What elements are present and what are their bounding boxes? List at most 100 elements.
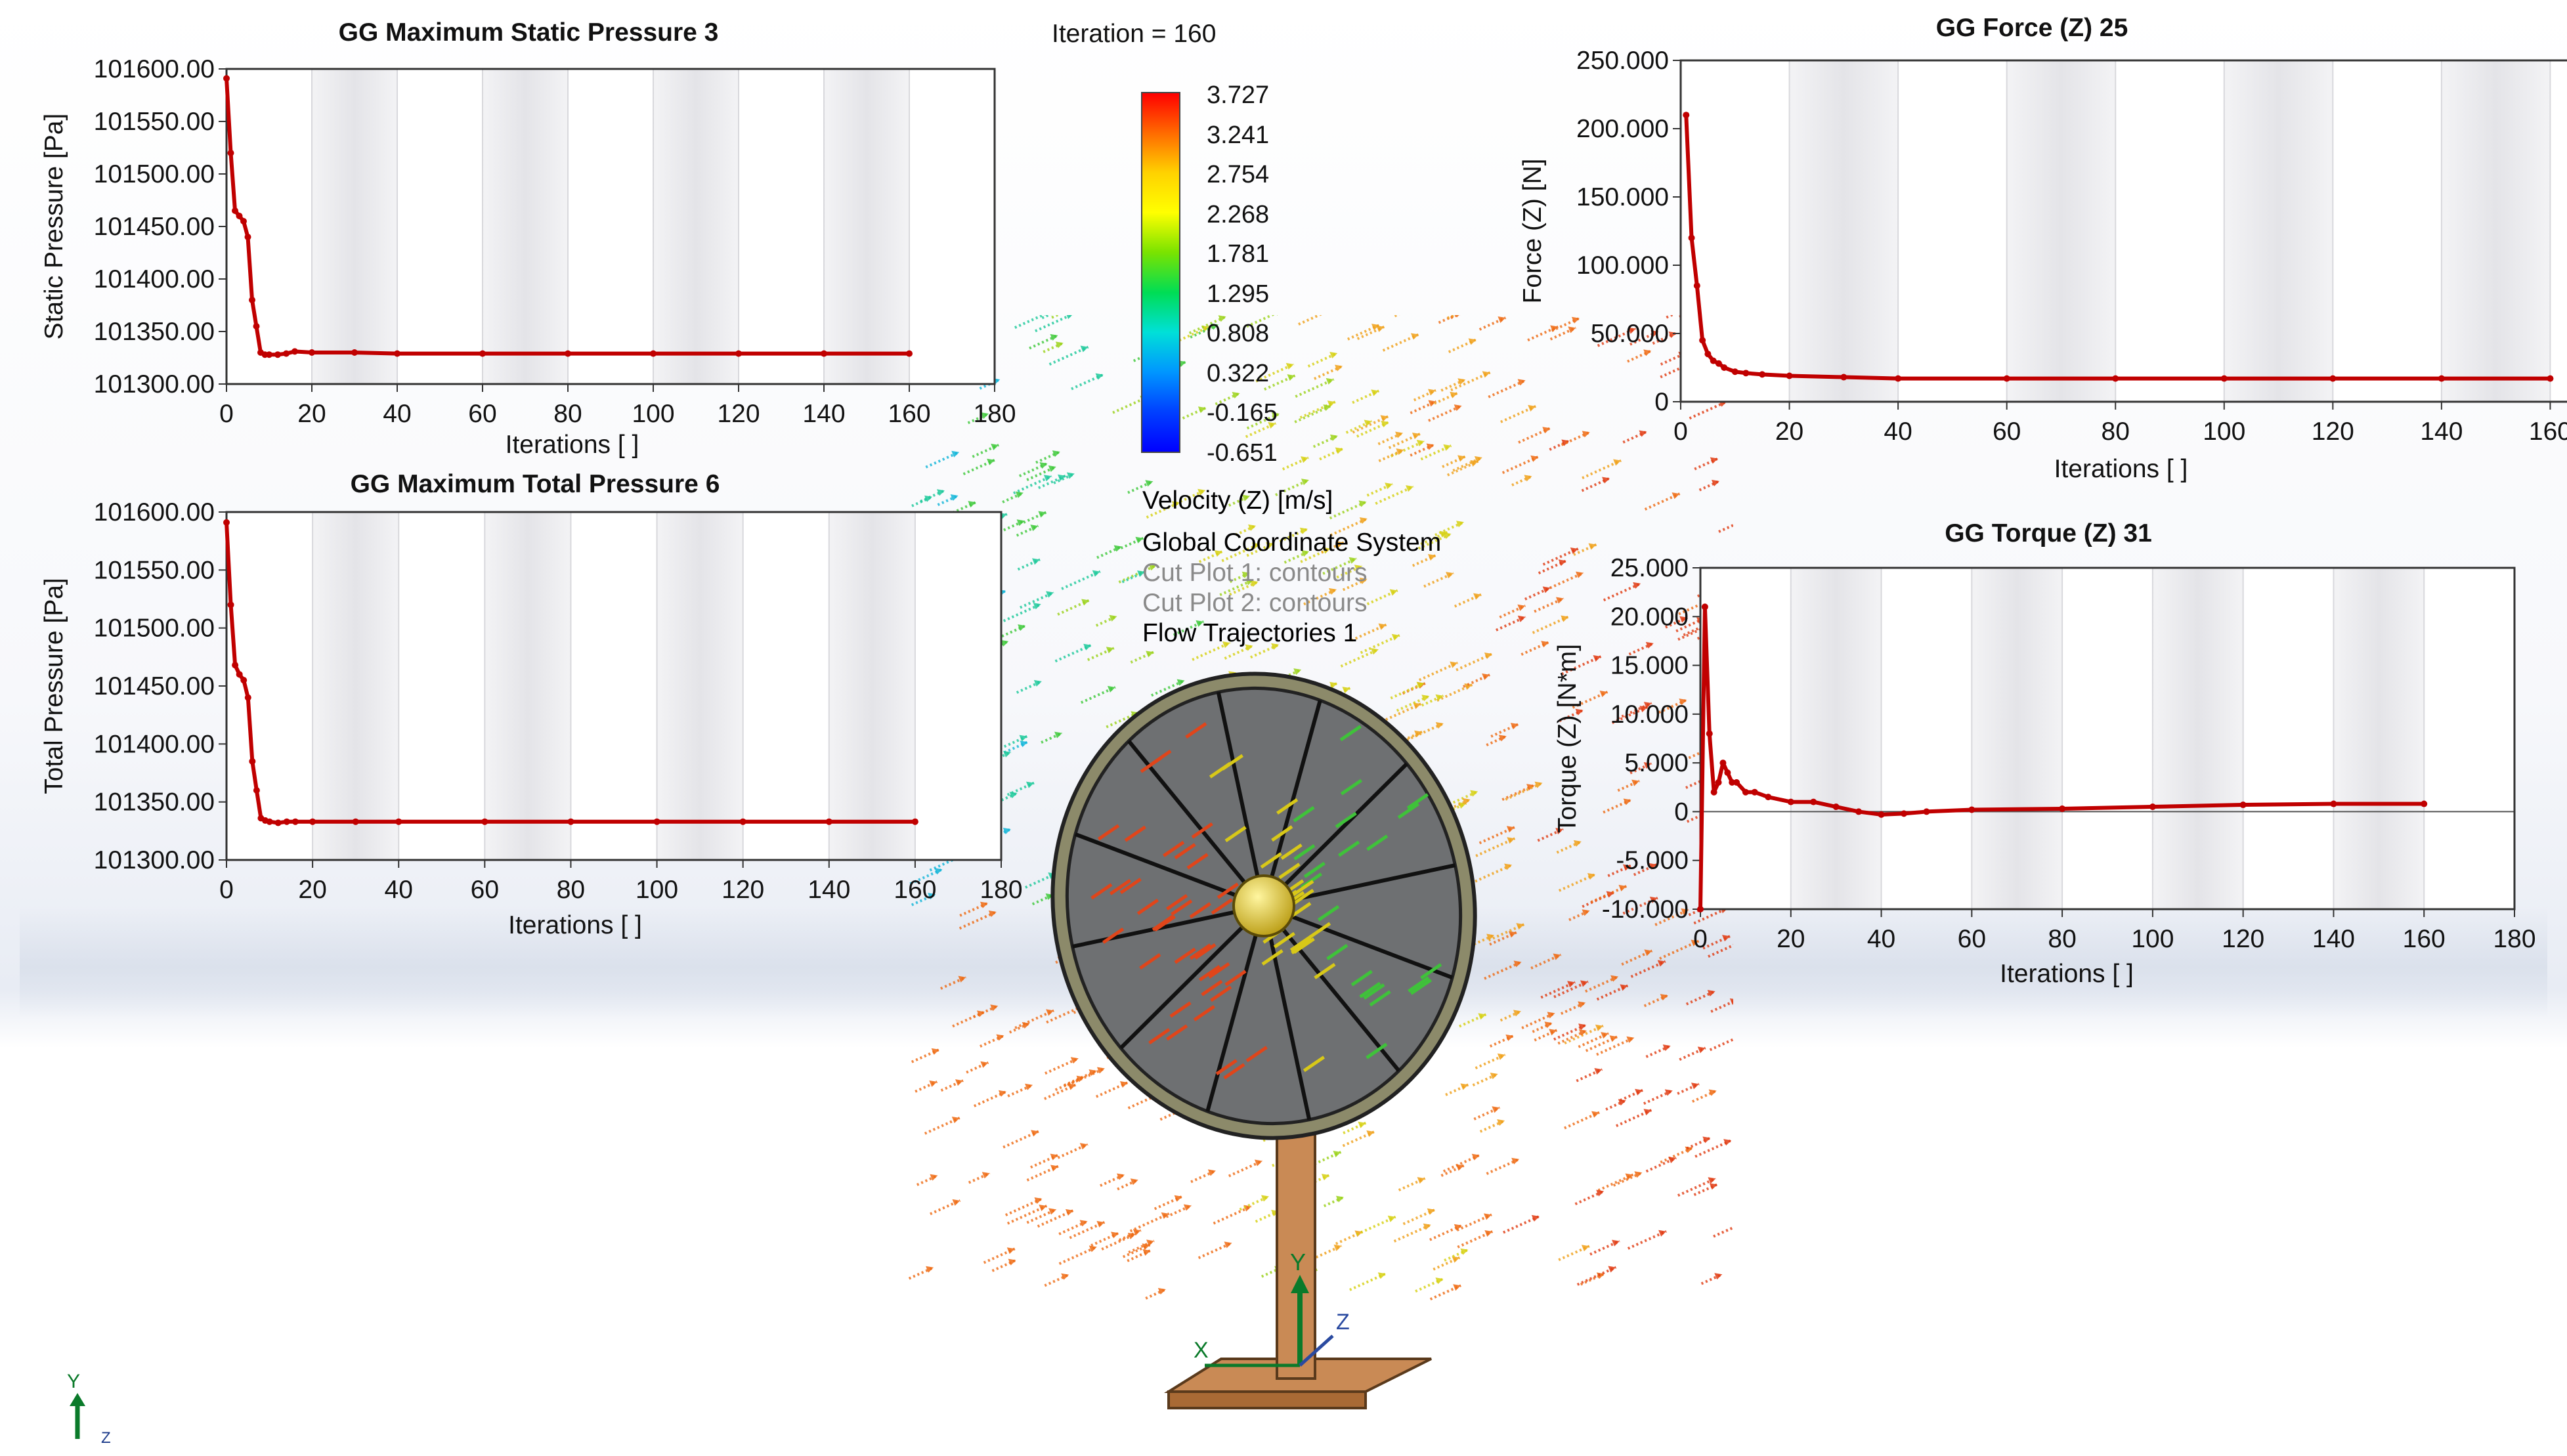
tower-pole — [1276, 1102, 1316, 1380]
data-point — [1759, 371, 1766, 378]
x-tick-label: 0 — [1673, 418, 1688, 446]
rotor-blade-edge — [1262, 904, 1454, 980]
data-point — [309, 818, 316, 825]
colorbar-tick-label: 3.241 — [1207, 121, 1270, 149]
x-tick-label: 40 — [385, 876, 413, 904]
data-point — [1724, 769, 1731, 776]
y-tick-label: 101450.00 — [94, 672, 215, 700]
rotor-blade-edge — [1262, 905, 1401, 1073]
data-point — [1751, 788, 1758, 796]
colorbar-tick-label: 2.754 — [1207, 161, 1270, 188]
data-point — [244, 234, 251, 240]
chart-title: GG Maximum Total Pressure 6 — [351, 470, 720, 498]
data-point — [1719, 760, 1727, 767]
data-point — [1742, 370, 1750, 377]
data-point — [249, 297, 255, 303]
x-tick-label: 180 — [980, 876, 1022, 904]
data-point — [291, 348, 298, 355]
data-point — [249, 758, 256, 765]
data-point — [395, 818, 402, 825]
legend-item-cut-plot-2[interactable]: Cut Plot 2: contours — [1142, 589, 1368, 617]
x-tick-label: 60 — [471, 876, 499, 904]
triad-y-label: Y — [1290, 1249, 1306, 1275]
x-tick-label: 40 — [1867, 925, 1895, 953]
x-tick-label: 120 — [2312, 418, 2354, 446]
y-tick-label: 20.000 — [1610, 603, 1689, 631]
plot-band — [824, 69, 909, 384]
data-point — [223, 75, 230, 82]
data-point — [253, 323, 260, 330]
data-point — [232, 662, 239, 669]
plot-band — [483, 69, 568, 384]
x-tick-label: 80 — [553, 400, 582, 428]
triad-x-label: X — [1194, 1338, 1209, 1363]
data-point — [1731, 368, 1738, 375]
x-tick-label: 40 — [383, 400, 411, 428]
data-point — [1733, 779, 1740, 786]
data-point — [1715, 360, 1722, 367]
data-point — [821, 350, 827, 357]
x-tick-label: 20 — [298, 876, 326, 904]
x-tick-label: 100 — [632, 400, 674, 428]
data-point — [283, 818, 290, 825]
x-tick-label: 20 — [1777, 925, 1805, 953]
rotor-blade-edge — [1262, 762, 1408, 908]
data-point — [1729, 779, 1736, 786]
data-point — [227, 601, 234, 609]
y-tick-label: 101400.00 — [94, 730, 215, 758]
y-tick-label: 25.000 — [1610, 554, 1689, 582]
y-tick-label: 101400.00 — [94, 265, 215, 293]
data-point — [911, 818, 918, 825]
x-tick-label: 0 — [219, 876, 234, 904]
legend-item-cut-plot-1[interactable]: Cut Plot 1: contours — [1142, 559, 1368, 587]
data-point — [274, 819, 282, 826]
legend-item-flow-trajectories[interactable]: Flow Trajectories 1 — [1142, 619, 1358, 647]
x-tick-label: 140 — [802, 400, 845, 428]
colorbar-tick-label: -0.651 — [1207, 439, 1278, 467]
base-plate-edge — [1167, 1390, 1367, 1409]
x-tick-label: 140 — [2420, 418, 2463, 446]
data-point — [2239, 802, 2247, 809]
data-point — [1710, 788, 1717, 796]
triad-z-label: Z — [1336, 1310, 1350, 1335]
x-tick-label: 140 — [2312, 925, 2355, 953]
torque-z-chart: 0 20 40 60 80 100 120 140 160 180 -10.000 -5.000 0 5.… — [1553, 519, 2536, 988]
x-tick-label: 100 — [2131, 925, 2174, 953]
x-tick-label: 60 — [1993, 418, 2021, 446]
plot-band — [1790, 568, 1882, 909]
data-point — [1787, 798, 1794, 805]
x-tick-label: 80 — [557, 876, 585, 904]
data-point — [1697, 906, 1704, 912]
rotor-blade-edge — [1262, 905, 1312, 1121]
legend-quantity: Velocity (Z) [m/s] — [1142, 486, 1333, 515]
data-point — [1840, 374, 1847, 381]
y-tick-label: 250.000 — [1576, 47, 1669, 75]
axis-triad[interactable]: Y X Z — [1194, 1249, 1350, 1367]
x-tick-label: 160 — [888, 400, 930, 428]
data-point — [274, 351, 281, 358]
chart-title: GG Maximum Static Pressure 3 — [339, 18, 719, 47]
x-tick-label: 60 — [468, 400, 496, 428]
plot-band — [485, 512, 571, 860]
y-tick-label: 101350.00 — [94, 318, 215, 346]
total-pressure-chart: 0 20 40 60 80 100 120 140 160 180 101300.00 101350.… — [40, 470, 1023, 939]
x-tick-label: 20 — [297, 400, 326, 428]
data-point — [1765, 794, 1772, 801]
data-point — [1699, 337, 1706, 344]
data-point — [2149, 803, 2156, 810]
y-tick-label: 101500.00 — [94, 160, 215, 188]
colorbar-tick-label: 1.781 — [1207, 240, 1270, 268]
y-tick-label: 101550.00 — [94, 556, 215, 584]
data-point — [1715, 779, 1722, 786]
data-point — [1810, 798, 1817, 805]
data-point — [479, 350, 486, 357]
data-point — [283, 350, 290, 357]
triad-small-z-label: Z — [101, 1429, 111, 1444]
data-point — [291, 818, 299, 825]
data-point — [906, 350, 913, 357]
plot-band — [2441, 60, 2551, 402]
small-axis-triad[interactable]: Y Z — [63, 1365, 122, 1444]
y-tick-label: 0 — [1674, 798, 1689, 826]
y-tick-label: 101450.00 — [94, 213, 215, 241]
